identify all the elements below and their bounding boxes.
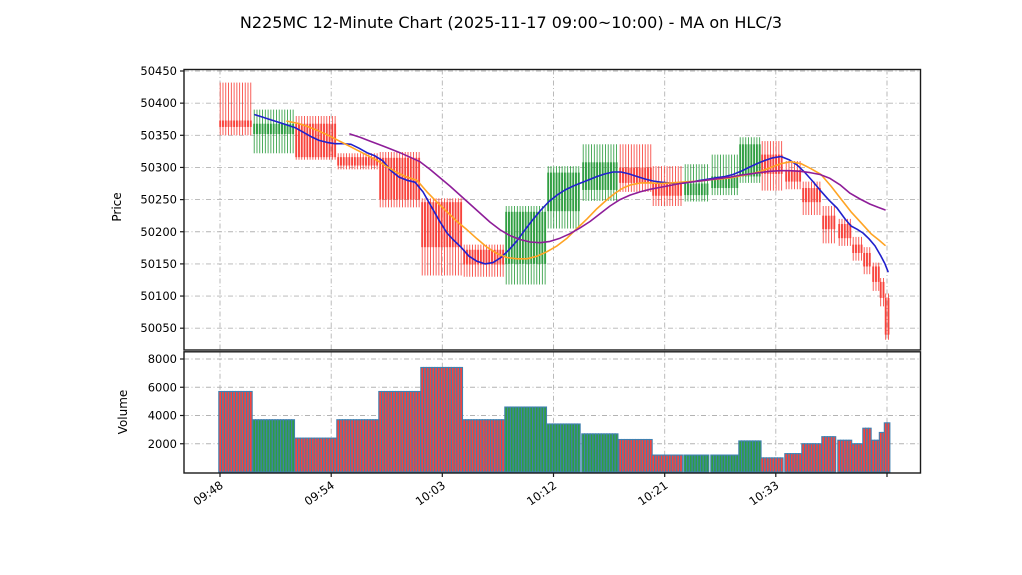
gridlines <box>184 69 921 473</box>
price-candles <box>219 82 890 340</box>
axes-spines <box>183 68 922 474</box>
tick-label: 50300 <box>140 160 177 174</box>
tick-label: 50150 <box>140 257 177 271</box>
tick-label: 4000 <box>148 409 177 423</box>
price-axis-label: Price <box>110 192 124 222</box>
tick-label: 50200 <box>140 225 177 239</box>
tick-label: 50100 <box>140 289 177 303</box>
tick-label: 50050 <box>140 321 177 335</box>
tick-label: 50400 <box>140 96 177 110</box>
tick-label: 50250 <box>140 193 177 207</box>
tick-marks <box>180 70 888 477</box>
tick-label: 50450 <box>140 64 177 78</box>
tick-label: 2000 <box>148 437 177 451</box>
tick-label: 10:21 <box>635 478 670 508</box>
tick-label: 6000 <box>148 380 177 394</box>
tick-label: 09:48 <box>191 478 226 508</box>
volume-bars <box>218 366 891 473</box>
tick-label: 50350 <box>140 128 177 142</box>
ma_slow-line <box>349 133 886 244</box>
tick-label: 10:03 <box>413 478 448 508</box>
tick-label: 10:33 <box>746 478 781 508</box>
volume-axis-label: Volume <box>116 389 130 435</box>
chart-title: N225MC 12-Minute Chart (2025-11-17 09:00… <box>239 13 783 32</box>
tick-label: 09:54 <box>302 478 337 508</box>
tick-label: 8000 <box>148 352 177 366</box>
ma_mid-line <box>286 120 886 260</box>
ma_fast-line <box>254 113 889 273</box>
ma-lines <box>254 113 889 273</box>
tick-label: 10:12 <box>524 478 559 508</box>
